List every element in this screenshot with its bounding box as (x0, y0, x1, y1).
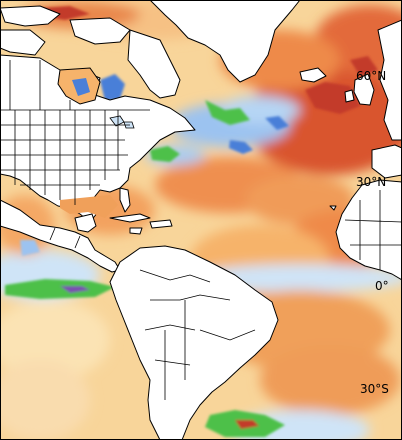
anomaly-detail (5, 6, 378, 437)
lat-label-30n: 30°N (356, 175, 386, 189)
lat-label-30s: 30°S (360, 382, 389, 396)
lat-label-0: 0° (375, 279, 389, 293)
hudson-bay-anomaly (72, 78, 90, 96)
gulf-of-mexico (60, 195, 118, 218)
south-america (109, 245, 279, 440)
political-borders (0, 60, 402, 400)
north-america (0, 54, 196, 223)
greenland (149, 0, 301, 83)
lat-label-60n: 60°N (356, 69, 386, 83)
africa (335, 179, 402, 281)
